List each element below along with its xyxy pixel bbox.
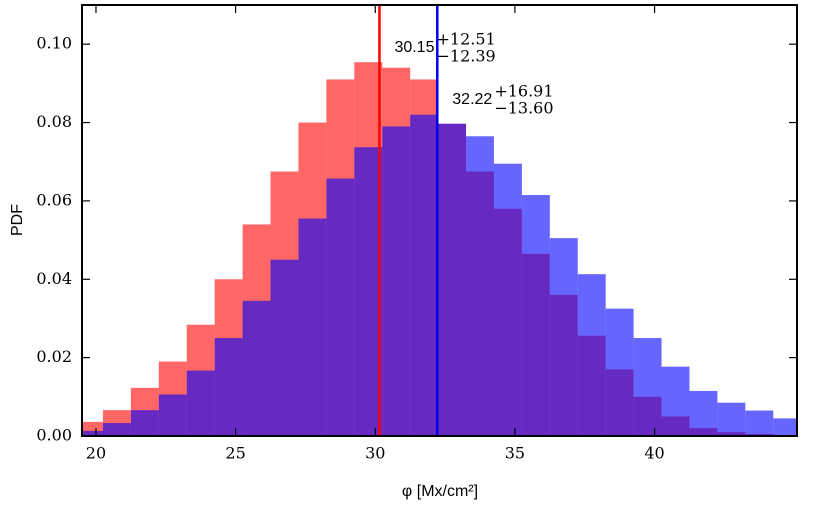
y-tick-label: 0.02 bbox=[36, 347, 72, 366]
bar bbox=[326, 178, 355, 436]
marker-lower: −13.60 bbox=[494, 99, 553, 118]
y-tick-label: 0.00 bbox=[36, 426, 72, 445]
axes-frame bbox=[81, 4, 798, 437]
marker-lower: −12.39 bbox=[436, 47, 495, 66]
x-axis-label: φ [Mx/cm²] bbox=[402, 483, 478, 500]
bar bbox=[186, 370, 215, 436]
bar bbox=[689, 390, 718, 436]
bar bbox=[493, 163, 522, 436]
y-tick-label: 0.10 bbox=[36, 34, 72, 53]
bar bbox=[466, 136, 494, 436]
marker-upper: +16.91 bbox=[494, 82, 553, 101]
marker-upper: +12.51 bbox=[436, 30, 495, 49]
bar bbox=[382, 126, 411, 436]
y-tick-label: 0.06 bbox=[36, 190, 72, 209]
bar bbox=[605, 308, 634, 436]
bar bbox=[717, 402, 746, 436]
y-axis-label: PDF bbox=[9, 204, 26, 236]
x-tick-label: 40 bbox=[644, 444, 664, 463]
marker-label: 30.15 bbox=[394, 39, 434, 56]
y-tick-label: 0.08 bbox=[36, 112, 72, 131]
marker-label: 32.22 bbox=[452, 91, 492, 108]
bar bbox=[354, 147, 383, 436]
bar bbox=[521, 195, 550, 436]
bar bbox=[438, 123, 467, 436]
bar bbox=[130, 410, 159, 436]
plot-area bbox=[82, 62, 797, 436]
bar bbox=[214, 338, 243, 436]
bar bbox=[745, 410, 774, 436]
x-tick-label: 30 bbox=[365, 444, 385, 463]
x-tick-label: 20 bbox=[86, 444, 106, 463]
bar bbox=[410, 114, 439, 436]
bar bbox=[661, 366, 690, 436]
bar bbox=[633, 338, 662, 436]
bar bbox=[82, 430, 103, 436]
x-tick-label: 25 bbox=[225, 444, 245, 463]
bar bbox=[298, 218, 327, 436]
bar bbox=[549, 238, 578, 436]
bar bbox=[577, 274, 606, 436]
bar bbox=[242, 300, 271, 436]
bar bbox=[773, 418, 797, 436]
x-tick-label: 35 bbox=[505, 444, 525, 463]
y-tick-label: 0.04 bbox=[36, 269, 72, 288]
bar bbox=[158, 394, 187, 436]
bar bbox=[270, 259, 299, 436]
bar bbox=[102, 423, 131, 436]
